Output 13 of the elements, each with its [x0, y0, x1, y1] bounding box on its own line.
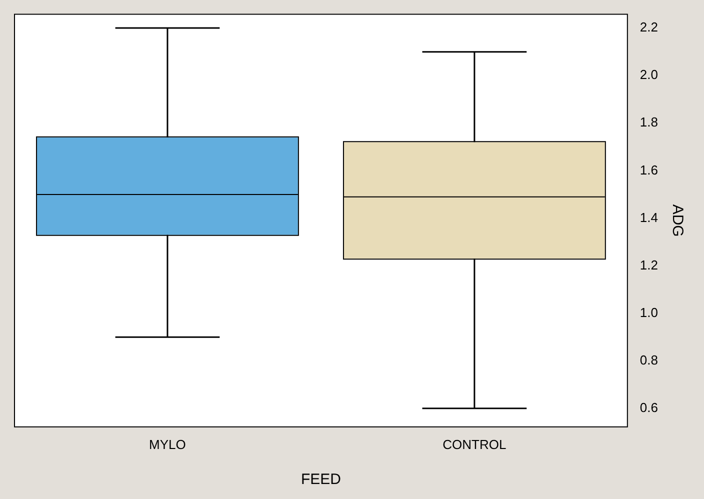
y-tick-label: 0.8	[640, 352, 658, 368]
y-tick-label: 1.6	[640, 162, 658, 178]
y-tick-label: 1.4	[640, 210, 658, 225]
y-tick-label: 1.2	[640, 257, 658, 272]
y-tick-label: 0.6	[640, 400, 658, 415]
y-tick-label: 2.2	[640, 20, 658, 35]
x-tick-label: MYLO	[149, 436, 186, 452]
x-axis-title: FEED	[300, 471, 342, 488]
y-tick-label: 1.0	[640, 304, 658, 320]
x-tick-label: CONTROL	[442, 436, 506, 452]
y-tick-label: 2.0	[640, 67, 658, 82]
y-axis-title: ADG	[668, 204, 686, 237]
y-tick-label: 1.8	[640, 114, 658, 130]
